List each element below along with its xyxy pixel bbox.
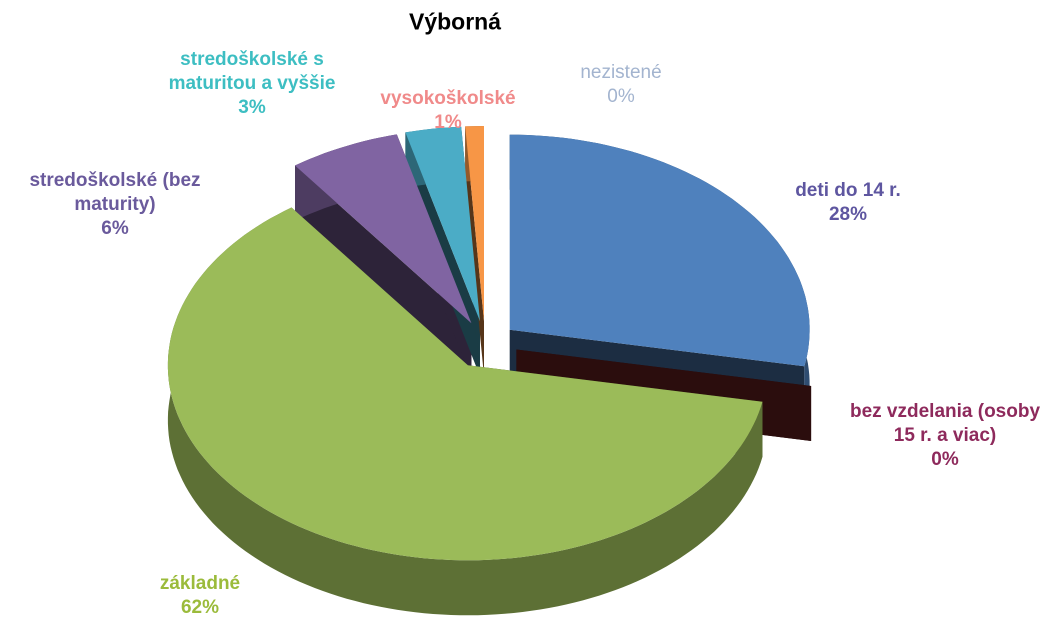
- slice-top: [509, 134, 810, 367]
- slice-top: [167, 207, 763, 561]
- category-label: stredoškolské s maturitou a vyššie: [168, 49, 336, 94]
- data-label: bez vzdelania (osoby 15 r. a viac) 0%: [840, 400, 1050, 472]
- value-label: 3%: [238, 97, 266, 118]
- category-label: základné: [159, 573, 241, 594]
- data-label: stredoškolské (bez maturity) 6%: [0, 169, 230, 241]
- category-label: nezistené: [580, 62, 662, 83]
- data-label: nezistené 0%: [541, 61, 701, 109]
- category-label: deti do 14 r.: [795, 180, 901, 201]
- value-label: 1%: [434, 112, 462, 133]
- value-label: 0%: [931, 449, 959, 470]
- slice-tops: [167, 126, 812, 561]
- slice-cut-wall: [295, 165, 472, 379]
- data-label: základné 62%: [120, 572, 280, 620]
- slice-cut-wall: [465, 126, 484, 377]
- data-label: vysokoškolské 1%: [358, 87, 538, 135]
- slice-top: [465, 126, 484, 321]
- data-label: stredoškolské s maturitou a vyššie 3%: [147, 48, 357, 120]
- category-label: vysokoškolské: [380, 88, 516, 109]
- value-label: 28%: [828, 204, 868, 225]
- value-label: 0%: [607, 86, 635, 107]
- category-label: stredoškolské (bez maturity): [29, 170, 201, 215]
- value-label: 6%: [101, 218, 129, 239]
- slice-top: [295, 134, 472, 324]
- value-label: 62%: [180, 597, 220, 618]
- slice-top: [405, 126, 480, 322]
- data-label: deti do 14 r. 28%: [763, 179, 933, 227]
- category-label: bez vzdelania (osoby 15 r. a viac): [849, 401, 1041, 446]
- chart-title: Výborná: [408, 8, 502, 35]
